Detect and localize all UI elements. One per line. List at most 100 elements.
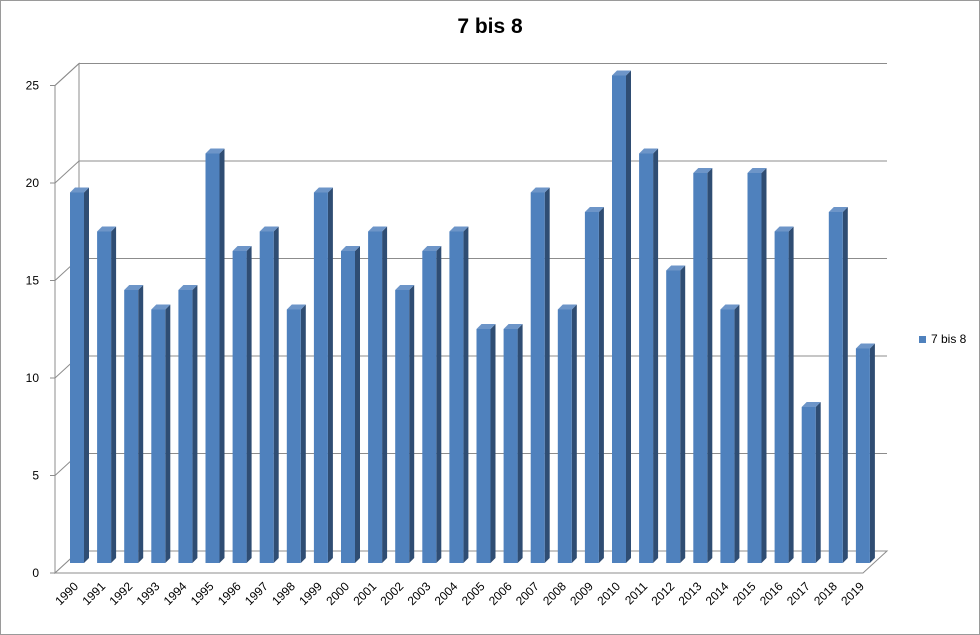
bar-top bbox=[747, 168, 767, 173]
bar-top bbox=[530, 187, 550, 193]
bar-side bbox=[653, 148, 659, 563]
bar-top bbox=[232, 246, 252, 251]
bar-side bbox=[409, 285, 415, 563]
legend: 7 bis 8 bbox=[919, 332, 966, 346]
bar bbox=[828, 212, 843, 563]
bar-top bbox=[855, 343, 875, 349]
y-tick-label: 5 bbox=[32, 469, 39, 483]
bar bbox=[747, 173, 762, 563]
bar bbox=[259, 231, 274, 563]
x-tick-label: 2011 bbox=[622, 579, 650, 607]
y-tick-label: 10 bbox=[26, 371, 40, 385]
x-tick-label: 1996 bbox=[215, 579, 244, 608]
bar-top bbox=[666, 265, 686, 271]
x-tick-label: 1992 bbox=[107, 579, 136, 608]
x-tick-label: 2001 bbox=[350, 579, 379, 608]
y-tick-label: 25 bbox=[26, 79, 40, 93]
bar bbox=[720, 309, 735, 563]
x-tick-label: 2006 bbox=[486, 579, 515, 608]
bar bbox=[666, 270, 681, 563]
bar bbox=[232, 251, 247, 563]
bar bbox=[503, 329, 518, 563]
x-tick-label: 2008 bbox=[540, 579, 569, 608]
bar-top bbox=[557, 304, 577, 310]
bar-top bbox=[341, 246, 360, 251]
bar-side bbox=[680, 265, 686, 563]
bar bbox=[774, 231, 789, 563]
bar-top bbox=[286, 304, 306, 310]
bar-top bbox=[774, 226, 794, 232]
gridline-side bbox=[54, 63, 80, 86]
bar-top bbox=[801, 402, 821, 407]
bar bbox=[476, 329, 491, 563]
x-tick-label: 1994 bbox=[161, 579, 190, 608]
bar-top bbox=[828, 207, 848, 212]
x-tick-label: 1998 bbox=[269, 579, 298, 608]
x-tick-label: 2014 bbox=[703, 579, 732, 608]
x-tick-label: 2010 bbox=[594, 579, 623, 608]
bar bbox=[313, 192, 328, 563]
bar-top bbox=[178, 285, 198, 290]
bar-side bbox=[517, 324, 523, 563]
x-tick-label: 2003 bbox=[405, 579, 434, 608]
bar bbox=[855, 348, 870, 563]
bar-side bbox=[707, 168, 713, 563]
bar-top bbox=[313, 187, 333, 193]
bar-side bbox=[788, 226, 794, 563]
bar-top bbox=[422, 246, 442, 251]
bar-side bbox=[327, 187, 333, 563]
bar-side bbox=[192, 285, 198, 563]
bar-side bbox=[355, 246, 360, 563]
x-tick-label: 2009 bbox=[567, 579, 596, 608]
bar-side bbox=[761, 168, 767, 563]
bar-side bbox=[626, 70, 631, 563]
x-tick-label: 2004 bbox=[432, 579, 461, 608]
bar-side bbox=[734, 304, 740, 563]
x-tick-label: 2016 bbox=[757, 579, 786, 608]
bar bbox=[178, 290, 193, 563]
bar-top bbox=[612, 70, 631, 76]
bar bbox=[124, 290, 139, 563]
bar-side bbox=[842, 207, 848, 563]
x-tick-label: 1991 bbox=[79, 579, 108, 608]
y-tick-label: 20 bbox=[26, 176, 40, 190]
bar-side bbox=[246, 246, 252, 563]
x-tick-label: 1995 bbox=[188, 579, 217, 608]
bar-side bbox=[138, 285, 144, 563]
bar bbox=[639, 153, 654, 563]
bar bbox=[557, 309, 572, 563]
bar bbox=[395, 290, 410, 563]
legend-swatch bbox=[919, 335, 926, 343]
bar bbox=[530, 192, 545, 563]
bar bbox=[286, 309, 301, 563]
x-tick-label: 2005 bbox=[459, 579, 488, 608]
bar-top bbox=[97, 226, 117, 232]
bar bbox=[422, 251, 437, 563]
bar-top bbox=[368, 226, 388, 232]
bar-top bbox=[503, 324, 523, 329]
y-tick-label: 15 bbox=[26, 274, 40, 288]
bar bbox=[693, 173, 708, 563]
bar-side bbox=[436, 246, 442, 563]
chart-title: 7 bis 8 bbox=[457, 15, 523, 38]
bar-top bbox=[639, 148, 659, 154]
bar-side bbox=[571, 304, 577, 563]
bar bbox=[368, 231, 383, 563]
bar-side bbox=[382, 226, 388, 563]
x-tick-label: 2002 bbox=[378, 579, 407, 608]
bar-top bbox=[151, 304, 171, 310]
bar bbox=[801, 407, 816, 563]
bar-side bbox=[219, 148, 225, 563]
bar-side bbox=[598, 207, 604, 563]
y-tick-label: 0 bbox=[32, 566, 39, 580]
x-tick-label: 1997 bbox=[242, 579, 271, 608]
bar-side bbox=[300, 304, 306, 563]
bar-side bbox=[165, 304, 171, 563]
bar-top bbox=[205, 148, 225, 154]
bar bbox=[341, 251, 355, 563]
bar bbox=[449, 231, 464, 563]
bar-side bbox=[273, 226, 279, 563]
x-tick-label: 2012 bbox=[649, 579, 678, 608]
x-tick-label: 1990 bbox=[52, 579, 81, 608]
